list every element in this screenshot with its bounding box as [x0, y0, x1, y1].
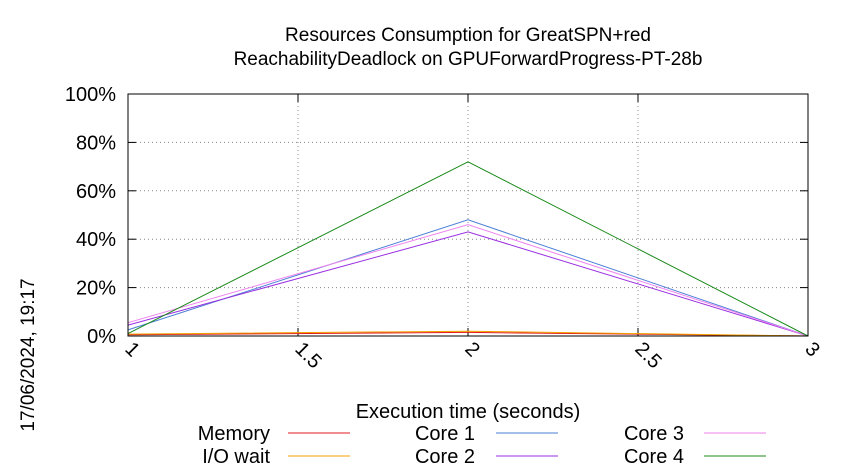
x-tick-labels: 1 1.5 2 2.5 3	[120, 338, 823, 373]
grid	[127, 93, 809, 337]
series-line-core-1	[127, 219, 809, 337]
legend-label-core-2: Core 2	[415, 446, 475, 468]
series-line-core-3	[127, 224, 809, 337]
y-tick-labels: 0% 20% 40% 60% 80% 100%	[65, 84, 116, 348]
legend-label-memory: Memory	[198, 423, 270, 445]
chart-title-line-1: Resources Consumption for GreatSPN+red	[285, 25, 651, 46]
y-tick-label: 20%	[76, 278, 116, 300]
series-lines	[127, 161, 809, 337]
legend-label-core-3: Core 3	[624, 423, 684, 445]
timestamp: 17/06/2024, 19:17	[18, 278, 39, 431]
y-tick-label: 80%	[76, 132, 116, 154]
series-line-core-2	[127, 231, 809, 337]
legend-label-core-1: Core 1	[415, 423, 475, 445]
x-tick-label: 2.5	[630, 338, 665, 373]
x-tick-label: 1	[120, 338, 143, 361]
y-tick-label: 100%	[65, 84, 116, 106]
x-axis-label: Execution time (seconds)	[356, 401, 581, 423]
x-tick-label: 1.5	[290, 338, 325, 373]
y-tick-label: 60%	[76, 181, 116, 203]
x-tick-label: 2	[460, 338, 483, 361]
chart-title-line-2: ReachabilityDeadlock on GPUForwardProgre…	[234, 49, 703, 70]
y-tick-label: 0%	[87, 326, 116, 348]
legend-label-core-4: Core 4	[624, 446, 684, 468]
series-line-core-4	[127, 161, 809, 337]
series-line-i-o-wait	[127, 330, 809, 337]
x-tick-label: 3	[800, 338, 823, 361]
plot-border	[127, 93, 809, 337]
y-tick-label: 40%	[76, 229, 116, 251]
legend-label-i-o-wait: I/O wait	[202, 446, 270, 468]
